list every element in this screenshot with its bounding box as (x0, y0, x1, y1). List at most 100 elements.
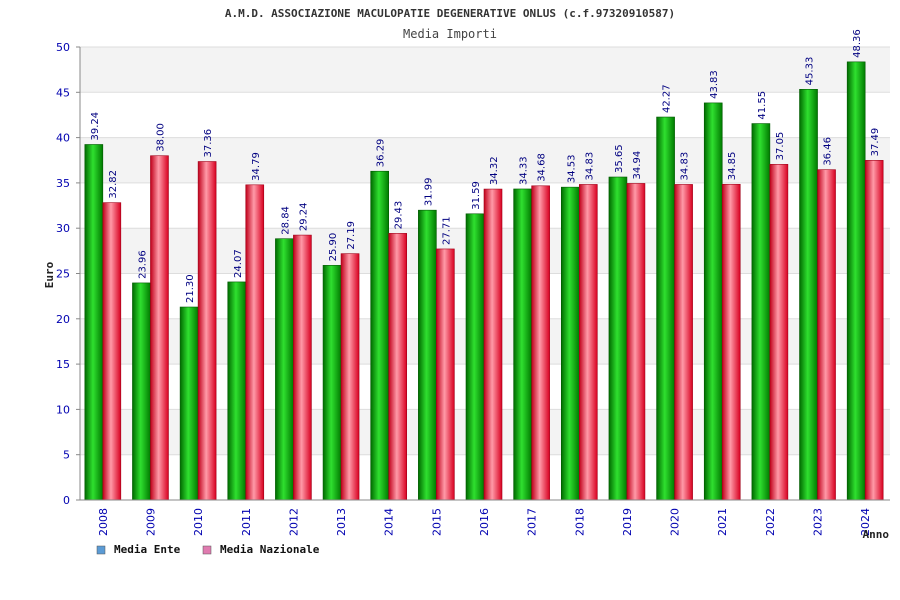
bar-media-ente (560, 186, 580, 501)
y-axis-title: Euro (43, 261, 56, 288)
data-label: 34.68 (537, 153, 548, 182)
legend-swatch (96, 545, 106, 555)
data-label: 39.24 (90, 112, 101, 141)
bars: 39.24 32.82 23.96 38.00 21.30 37.36 24.07 34.79… (84, 29, 884, 501)
bar-media-ente (322, 265, 342, 501)
y-tick-label: 45 (56, 86, 70, 99)
bar-media-nazionale (150, 155, 169, 501)
data-label: 38.00 (155, 123, 166, 152)
data-label: 37.49 (870, 128, 881, 157)
data-label: 35.65 (614, 144, 625, 173)
x-tick-label: 2023 (812, 508, 825, 536)
data-label: 27.71 (441, 216, 452, 245)
data-label: 34.33 (519, 156, 530, 185)
bar-media-nazionale (864, 160, 884, 501)
bar-media-ente (656, 116, 675, 501)
x-tick-label: 2017 (526, 508, 539, 536)
data-label: 31.99 (423, 178, 434, 207)
y-tick-label: 40 (56, 132, 70, 145)
bar-media-ente (751, 123, 771, 501)
y-tick-label: 5 (63, 449, 70, 462)
bar-media-nazionale (578, 184, 598, 501)
data-label: 34.79 (251, 152, 262, 181)
bar-media-nazionale (769, 164, 789, 501)
bar-media-nazionale (721, 183, 741, 501)
x-tick-label: 2008 (97, 508, 110, 536)
chart-title: A.M.D. ASSOCIAZIONE MACULOPATIE DEGENERA… (225, 7, 675, 20)
data-label: 29.43 (394, 201, 405, 230)
y-axis-ticks: 0 5 10 15 20 25 30 35 40 45 50 (56, 41, 80, 507)
y-tick-label: 10 (56, 403, 70, 416)
x-tick-label: 2013 (335, 508, 348, 536)
data-label: 42.27 (662, 84, 673, 113)
bar-media-ente (227, 281, 247, 501)
y-tick-label: 50 (56, 41, 70, 54)
bar-media-ente (703, 102, 723, 501)
legend-label: Media Ente (114, 543, 181, 556)
x-tick-label: 2010 (192, 508, 205, 536)
legend-item-ente: Media Ente (96, 543, 181, 556)
y-tick-label: 0 (63, 494, 70, 507)
data-label: 27.19 (346, 221, 357, 250)
data-label: 41.55 (757, 91, 768, 120)
bar-media-nazionale (102, 202, 122, 501)
chart-subtitle: Media Importi (403, 27, 497, 41)
y-tick-label: 30 (56, 222, 70, 235)
bar-media-nazionale (626, 183, 646, 501)
legend-swatch (202, 545, 212, 555)
x-tick-label: 2016 (478, 508, 491, 536)
bar-media-nazionale (817, 169, 836, 501)
bar-media-ente (465, 213, 485, 501)
bar-media-nazionale (197, 161, 217, 501)
data-label: 36.46 (823, 137, 834, 166)
data-label: 21.30 (185, 274, 196, 303)
data-label: 45.33 (805, 57, 816, 86)
x-tick-label: 2018 (573, 508, 586, 536)
data-label: 29.24 (298, 202, 309, 231)
x-tick-label: 2015 (430, 508, 443, 536)
data-label: 24.07 (233, 249, 244, 278)
bar-media-ente (84, 144, 104, 501)
data-label: 37.05 (775, 132, 786, 161)
data-label: 31.59 (471, 181, 482, 210)
x-tick-label: 2014 (383, 508, 396, 536)
bar-media-ente (275, 238, 294, 501)
x-tick-label: 2021 (716, 508, 729, 536)
data-label: 25.90 (328, 233, 339, 262)
bar-media-nazionale (340, 253, 360, 501)
bar-media-ente (608, 176, 628, 501)
bar-media-ente (799, 89, 818, 501)
x-tick-label: 2022 (764, 508, 777, 536)
x-tick-label: 2024 (859, 508, 872, 536)
bar-media-nazionale (245, 184, 265, 501)
bar-media-ente (370, 170, 390, 501)
bar-media-ente (418, 209, 437, 501)
x-axis-ticks: 2008 2009 2010 2011 2012 2013 2014 2015 2016 2017… (97, 508, 872, 536)
data-label: 34.85 (727, 152, 738, 181)
data-label: 34.94 (632, 151, 643, 180)
x-tick-label: 2012 (287, 508, 300, 536)
bar-media-nazionale (388, 233, 408, 501)
data-label: 34.83 (584, 152, 595, 181)
x-tick-label: 2019 (621, 508, 634, 536)
data-label: 48.36 (852, 29, 863, 58)
grid-band (80, 47, 890, 93)
bar-media-nazionale (293, 234, 312, 501)
data-label: 34.53 (566, 155, 577, 184)
x-tick-label: 2011 (240, 508, 253, 536)
bar-media-ente (846, 61, 866, 501)
x-tick-label: 2020 (669, 508, 682, 536)
bar-media-nazionale (674, 184, 693, 501)
bar-media-nazionale (483, 188, 503, 501)
legend-item-nazionale: Media Nazionale (202, 543, 320, 556)
y-tick-label: 20 (56, 313, 70, 326)
bar-media-ente (132, 282, 151, 501)
bar-media-ente (179, 306, 199, 501)
data-label: 36.29 (376, 139, 387, 168)
y-tick-label: 15 (56, 358, 70, 371)
legend-label: Media Nazionale (220, 543, 320, 556)
data-label: 28.84 (280, 206, 291, 235)
x-axis-title: Anno (863, 528, 890, 541)
y-tick-label: 35 (56, 177, 70, 190)
